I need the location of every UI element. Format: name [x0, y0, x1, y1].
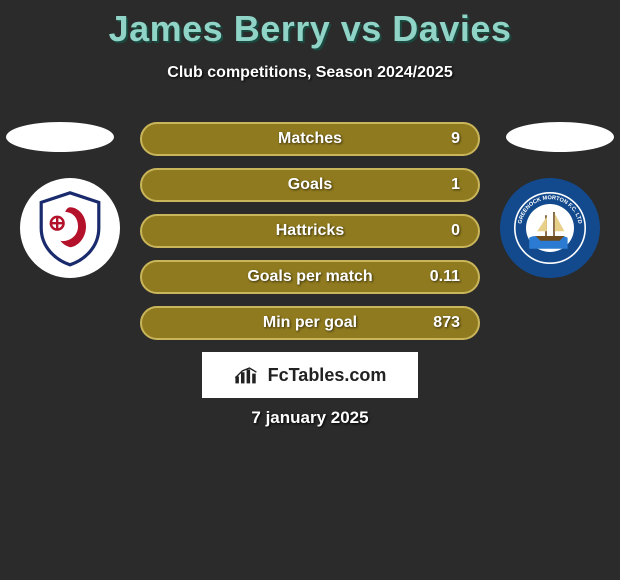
stat-label: Min per goal — [220, 314, 400, 332]
shield-icon — [30, 188, 110, 268]
player-photo-right — [506, 122, 614, 152]
stat-row-goals: Goals 1 — [140, 168, 480, 202]
stat-right-value: 0 — [400, 222, 460, 240]
svg-text:1874: 1874 — [542, 203, 558, 212]
stat-label: Goals per match — [220, 268, 400, 286]
stat-right-value: 0.11 — [400, 268, 460, 286]
page-subtitle: Club competitions, Season 2024/2025 — [0, 64, 620, 82]
stat-right-value: 9 — [400, 130, 460, 148]
stats-panel: Matches 9 Goals 1 Hattricks 0 Goals per … — [140, 122, 480, 352]
ship-crest-icon: 1874 GREENOCK MORTON F.C. LTD — [510, 188, 590, 268]
stat-label: Matches — [220, 130, 400, 148]
stat-right-value: 1 — [400, 176, 460, 194]
club-badge-right: 1874 GREENOCK MORTON F.C. LTD — [500, 178, 600, 278]
branding-box: FcTables.com — [202, 352, 418, 398]
stat-row-hattricks: Hattricks 0 — [140, 214, 480, 248]
date-text: 7 january 2025 — [0, 408, 620, 428]
player-photo-left — [6, 122, 114, 152]
stat-right-value: 873 — [400, 314, 460, 332]
club-badge-left — [20, 178, 120, 278]
stat-row-matches: Matches 9 — [140, 122, 480, 156]
page-title: James Berry vs Davies — [0, 8, 620, 50]
branding-text: FcTables.com — [268, 365, 387, 386]
stat-label: Goals — [220, 176, 400, 194]
bar-chart-icon — [234, 365, 262, 385]
stat-label: Hattricks — [220, 222, 400, 240]
stat-row-goals-per-match: Goals per match 0.11 — [140, 260, 480, 294]
stat-row-min-per-goal: Min per goal 873 — [140, 306, 480, 340]
